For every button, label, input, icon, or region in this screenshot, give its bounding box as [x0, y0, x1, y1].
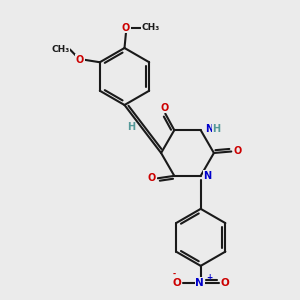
Text: O: O [76, 55, 84, 65]
Text: O: O [173, 278, 182, 288]
Text: -: - [173, 270, 176, 279]
Text: O: O [233, 146, 242, 157]
Text: N: N [203, 171, 212, 181]
Text: CH₃: CH₃ [142, 23, 160, 32]
Text: N: N [195, 278, 204, 288]
Text: H: H [127, 122, 136, 133]
Text: H: H [212, 124, 220, 134]
Text: O: O [122, 22, 130, 33]
Text: N: N [205, 124, 213, 134]
Text: +: + [207, 273, 213, 282]
Text: CH₃: CH₃ [52, 45, 70, 54]
Text: O: O [160, 103, 169, 112]
Text: O: O [148, 173, 156, 183]
Text: O: O [221, 278, 230, 288]
